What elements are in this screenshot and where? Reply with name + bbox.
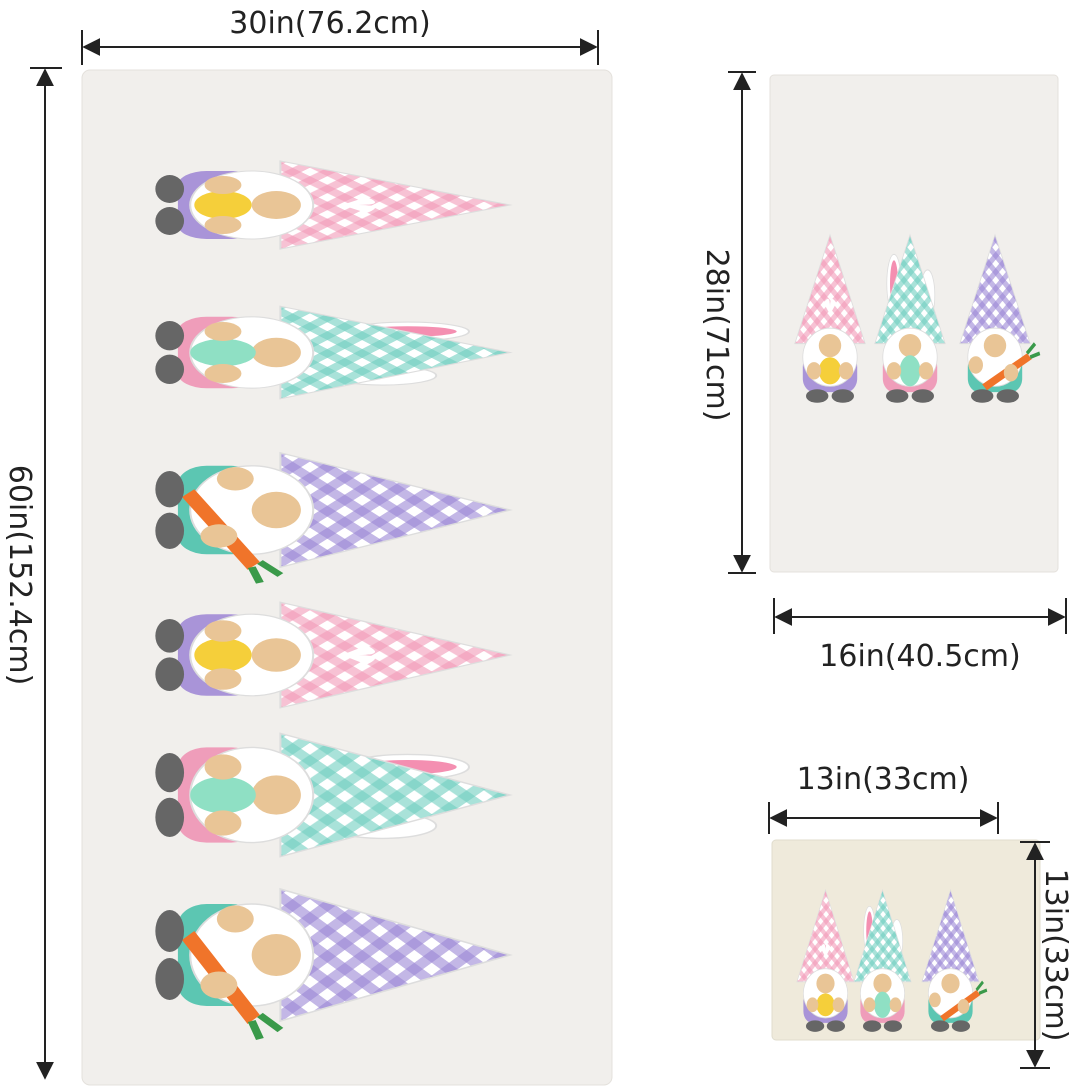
washcloth-height-label: 13in(33cm) (1038, 869, 1073, 1042)
dimension-arrows (30, 30, 1067, 1080)
bath-width-label: 30in(76.2cm) (229, 6, 430, 41)
hand-height-label: 28in(71cm) (699, 249, 734, 422)
washcloth-width-label: 13in(33cm) (797, 762, 970, 797)
hand-width-label: 16in(40.5cm) (819, 639, 1020, 674)
hand-towel (769, 74, 1059, 573)
washcloth (771, 839, 1041, 1041)
bath-height-label: 60in(152.4cm) (2, 465, 37, 686)
bath-towel (81, 69, 613, 1086)
